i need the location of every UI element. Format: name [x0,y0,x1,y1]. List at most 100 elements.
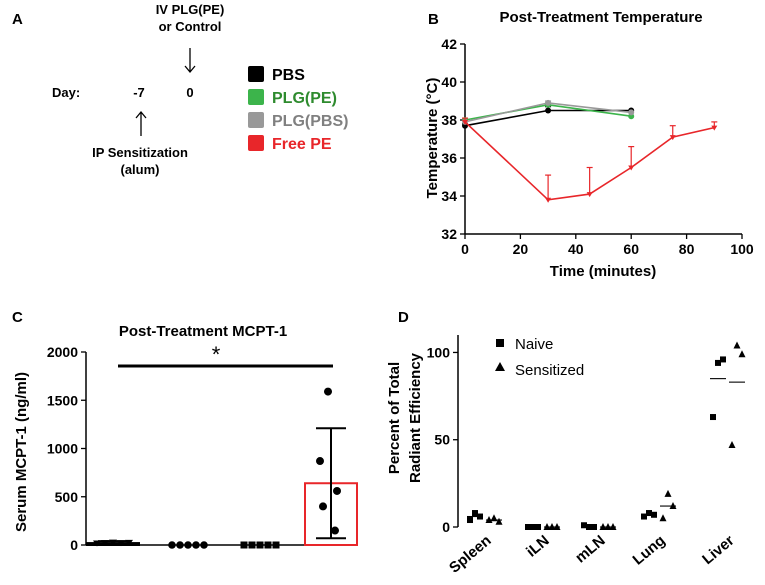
chart-d-category-label-lung: Lung [630,532,669,569]
chart-d-ylabel-line1: Percent of Total [386,362,403,474]
point-plg-pbs [264,541,272,549]
point-naive [710,414,716,421]
chart-c-ytick-label: 2000 [47,344,78,360]
point-free-pe [462,119,468,125]
chart-b-xlabel: Time (minutes) [550,263,656,280]
point-sensitized [738,350,746,358]
legend-a: PBS PLG(PE) PLG(PBS) Free PE [248,66,348,153]
point-pbs [93,540,101,547]
point-plg-pe [184,541,192,549]
panel-label-b: B [428,11,439,28]
point-free-pe [319,502,327,511]
chart-b-xtick-label: 100 [730,241,754,257]
chart-b-plot: 0 20 40 60 80 100 32 34 36 38 40 42 [441,36,753,257]
chart-c-ytick-label: 1500 [47,392,78,408]
point-naive [720,356,726,363]
point-plg-pe [176,541,184,549]
point-pbs [109,539,117,546]
chart-d-category-label-liver: Liver [699,532,738,568]
point-naive [467,517,473,524]
point-plg-pbs [545,99,552,106]
point-plg-pe [168,541,176,549]
point-pbs [125,539,133,546]
point-plg-pe [192,541,200,549]
chart-d-ylabel-line2: Radiant Efficiency [407,352,424,483]
chart-b-title: Post-Treatment Temperature [499,9,702,26]
point-free-pe [711,125,718,131]
point-free-pe [586,192,593,198]
chart-b-ylabel: Temperature (°C) [424,78,441,199]
point-naive [715,359,721,366]
legend-label-free-pe: Free PE [272,136,332,153]
chart-b-xtick-label: 20 [513,241,529,257]
point-free-pe [333,486,341,495]
chart-c-title: Post-Treatment MCPT-1 [119,323,287,340]
chart-b-ytick-label: 32 [441,226,457,242]
chart-c-ytick-label: 1000 [47,441,78,457]
legend-label-plg-pe: PLG(PE) [272,90,337,107]
chart-b-ytick-label: 42 [441,36,457,52]
point-pbs [545,107,552,114]
chart-b-ytick-label: 36 [441,150,457,166]
point-free-pe [331,526,339,535]
point-free-pe [628,165,635,171]
chart-b-xtick-label: 80 [679,241,695,257]
chart-d-ytick-label: 50 [434,432,450,448]
panel-label-a: A [12,11,23,28]
ip-label-line2: (alum) [121,162,160,177]
point-naive [641,513,647,520]
point-sensitized [728,440,736,448]
legend-swatch-plg-pe [248,89,264,105]
point-naive [581,522,587,529]
line-free-pe [464,121,715,201]
point-sensitized [664,489,672,497]
point-plg-pe [200,541,208,549]
panel-a: A IV PLG(PE) or Control Day: -7 0 IP Sen… [12,2,348,177]
chart-d-category-label-iln: iLN [523,532,552,561]
point-free-pe [316,457,324,466]
point-free-pe [324,387,332,396]
chart-b-xtick-label: 40 [568,241,584,257]
chart-c-ylabel: Serum MCPT-1 (ng/ml) [13,372,30,532]
legend-swatch-pbs [248,66,264,82]
point-naive [472,510,478,517]
panel-c: C Post-Treatment MCPT-1 Serum MCPT-1 (ng… [12,309,358,553]
panel-b: B Post-Treatment Temperature Time (minut… [424,9,754,280]
chart-d-category-label-spleen: Spleen [446,532,495,577]
point-pbs [117,540,125,547]
panel-label-d: D [398,309,409,326]
chart-d-category-label-mln: mLN [572,532,608,566]
chart-d-plot: 0 50 100 Spleen iLN mLN Lung Liver Naive Sensitiz… [427,335,746,577]
point-plg-pbs [628,109,635,116]
point-sensitized [659,514,667,522]
point-plg-pbs [256,541,264,549]
chart-b-ytick-label: 40 [441,74,457,90]
point-sensitized [495,517,503,525]
point-pbs [101,540,109,547]
point-plg-pbs [248,541,256,549]
iv-label-line1: IV PLG(PE) [156,2,225,17]
point-sensitized [733,341,741,349]
legend-label-naive: Naive [515,336,553,353]
chart-b-xtick-label: 60 [623,241,639,257]
legend-label-sensitized: Sensitized [515,362,584,379]
panel-d: D Percent of Total Radiant Efficiency 0 5… [386,309,746,577]
chart-d-ytick-label: 100 [427,344,451,360]
legend-swatch-free-pe [248,135,264,151]
chart-b-ytick-label: 38 [441,112,457,128]
chart-d-ytick-label: 0 [442,519,450,535]
day-minus-7: -7 [133,85,145,100]
iv-label-line2: or Control [159,19,222,34]
significance-star: * [212,342,221,367]
down-arrow-icon [184,48,196,74]
point-free-pe [669,135,676,141]
legend-marker-naive [496,339,504,347]
chart-c-ytick-label: 0 [70,537,78,553]
legend-marker-sensitized [495,362,505,371]
chart-b-xtick-label: 0 [461,241,469,257]
day-label: Day: [52,85,80,100]
legend-label-plg-pbs: PLG(PBS) [272,113,348,130]
point-naive [646,510,652,517]
day-zero: 0 [186,85,193,100]
